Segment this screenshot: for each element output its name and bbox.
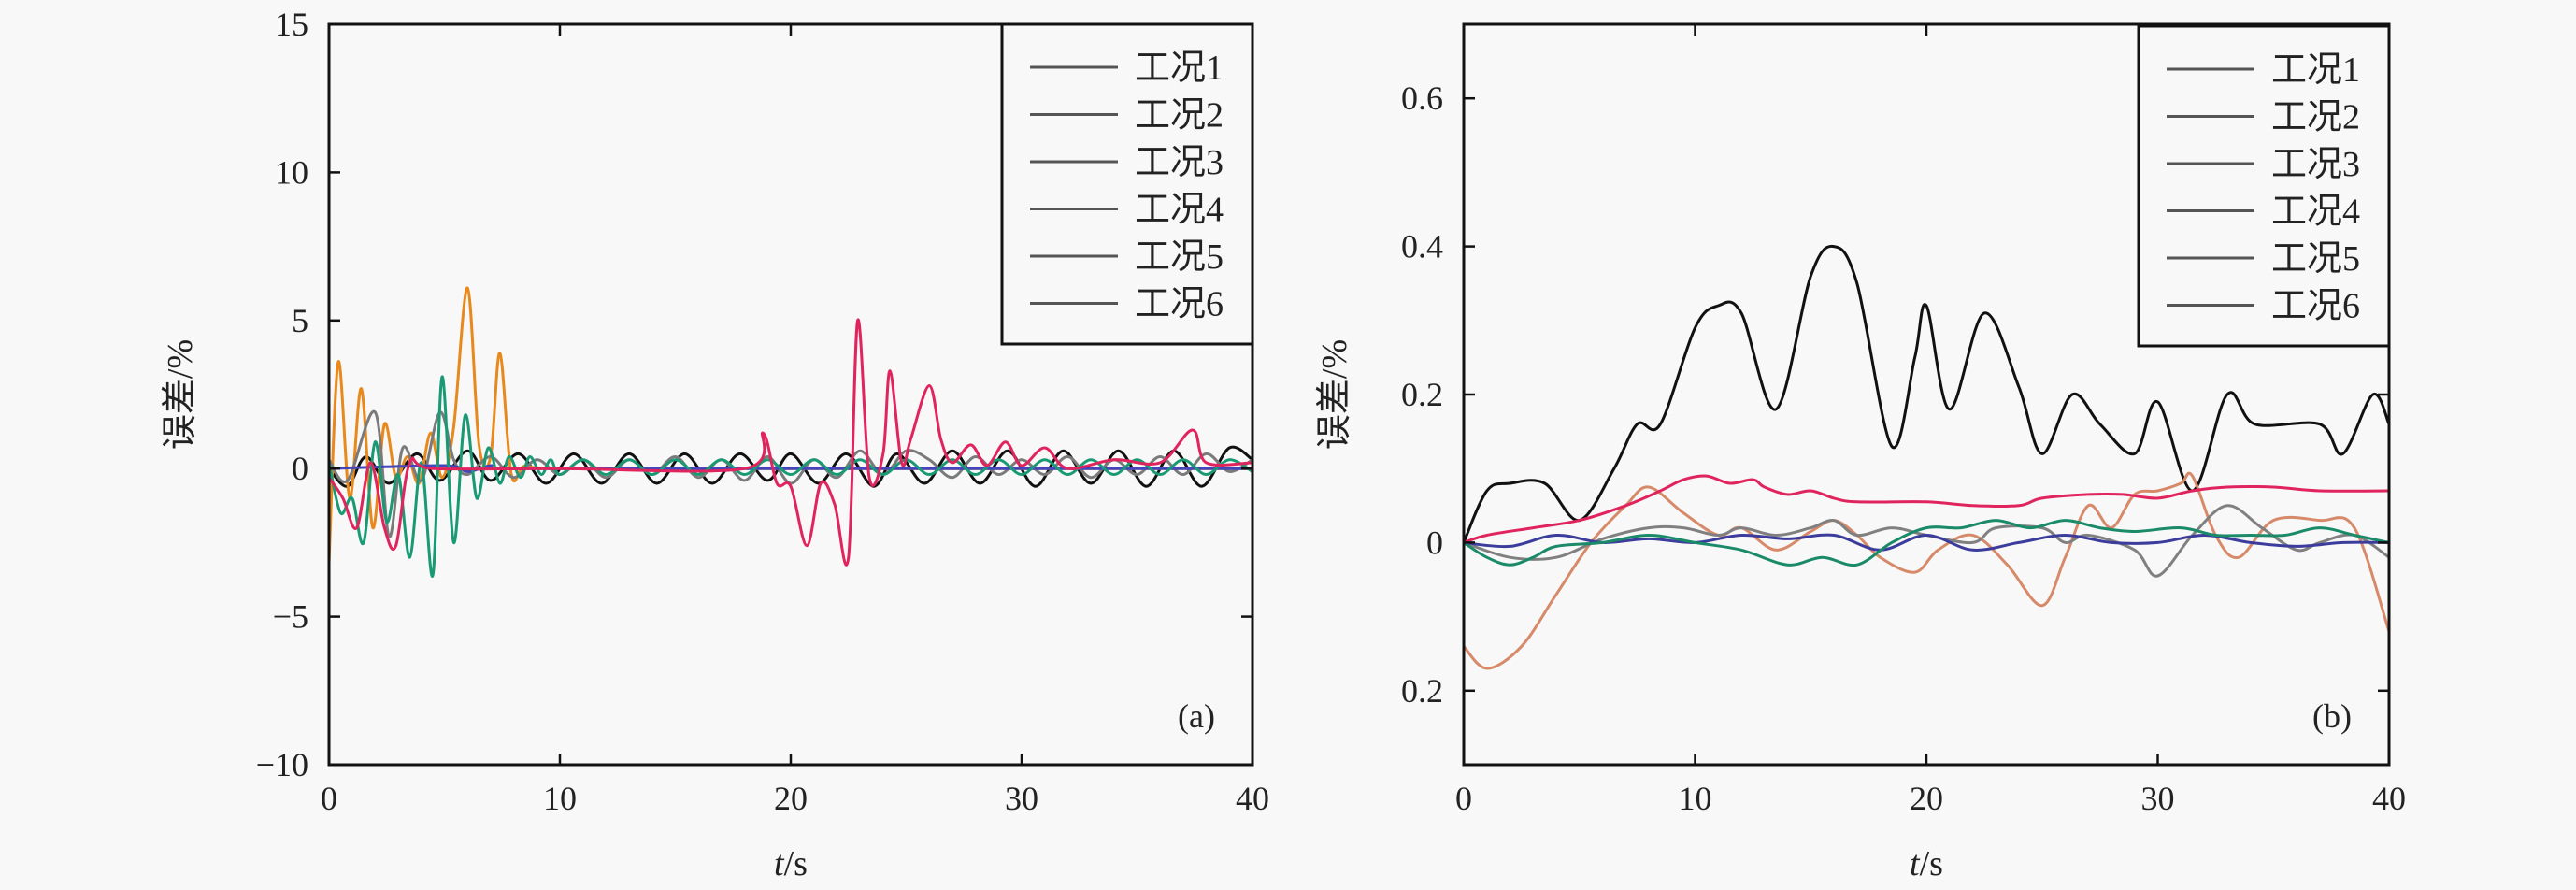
legend-label-4: 工况4 [2271,193,2360,232]
panel-b: 0 10 20 30 400.60.40.200.2误差/%t/s(b)工况1工况2工况… [1315,22,2406,883]
series-line-5 [329,375,1252,578]
x-tick-label: 30 [1005,780,1038,817]
legend-label-4: 工况4 [1135,191,1224,230]
y-tick-label: 0.6 [1401,79,1443,117]
legend-label-2: 工况2 [1135,96,1224,136]
x-tick-label: 40 [1236,780,1269,817]
x-axis-label-var: t [774,844,785,883]
x-axis-label-unit: /s [784,844,808,883]
legend-label-5: 工况5 [1135,237,1224,277]
y-tick-label: 0.4 [1401,228,1443,266]
y-tick-label: 0 [1426,524,1443,561]
legend-label-6: 工况6 [1135,285,1224,324]
x-tick-label: 20 [1910,780,1943,817]
legend: 工况1 工况2 工况3 工况4 工况5 工况6 [1000,22,1254,346]
legend-label-1: 工况1 [2271,50,2360,90]
x-tick-label: 30 [2141,780,2175,817]
y-tick-label: 10 [275,153,308,191]
y-axis-label: 误差/% [161,339,200,450]
panel-label: (b) [2312,697,2352,735]
x-tick-label: 40 [2372,780,2406,817]
panel-a: 0 10 20 30 40151050−5−10误差/%t/s(a)工况1工况2工况3工… [161,6,1269,883]
legend-frame [2137,24,2391,348]
series-line-6 [329,318,1252,567]
x-tick-label: 0 [1455,780,1472,817]
x-tick-label: 0 [321,780,337,817]
series-line-2 [1464,471,2389,670]
x-axis-label-var: t [1910,844,1921,883]
x-tick-label: 10 [543,780,577,817]
y-tick-label: −10 [256,746,308,783]
legend: 工况1 工况2 工况3 工况4 工况5 工况6 [2137,24,2391,348]
x-axis-label: t/s [774,844,808,883]
x-tick-label: 20 [774,780,808,817]
series-line-3 [1464,504,2389,578]
legend-label-3: 工况3 [2271,145,2360,184]
y-axis-label: 误差/% [1315,339,1354,450]
y-tick-label: 15 [275,6,308,43]
series-line-1 [1464,244,2389,544]
y-tick-label: 0.2 [1401,672,1443,710]
series-group [1464,244,2389,670]
legend-label-5: 工况5 [2271,239,2360,279]
series-group [329,286,1252,578]
series-line-1 [329,445,1252,488]
x-tick-label: 10 [1679,780,1712,817]
legend-label-1: 工况1 [1135,49,1224,88]
x-axis-label-unit: /s [1920,844,1943,883]
legend-label-3: 工况3 [1135,143,1224,182]
legend-label-2: 工况2 [2271,98,2360,137]
legend-label-6: 工况6 [2271,287,2360,326]
y-tick-label: 0 [292,450,308,487]
y-tick-label: −5 [273,598,308,636]
series-line-5 [1464,519,2389,567]
series-line-6 [1464,474,2389,544]
x-axis-label: t/s [1910,844,1943,883]
y-tick-label: 0.2 [1401,376,1443,413]
legend-frame [1000,22,1254,346]
y-tick-label: 5 [292,302,308,339]
series-line-4 [1464,533,2389,552]
panel-label: (a) [1178,697,1215,735]
